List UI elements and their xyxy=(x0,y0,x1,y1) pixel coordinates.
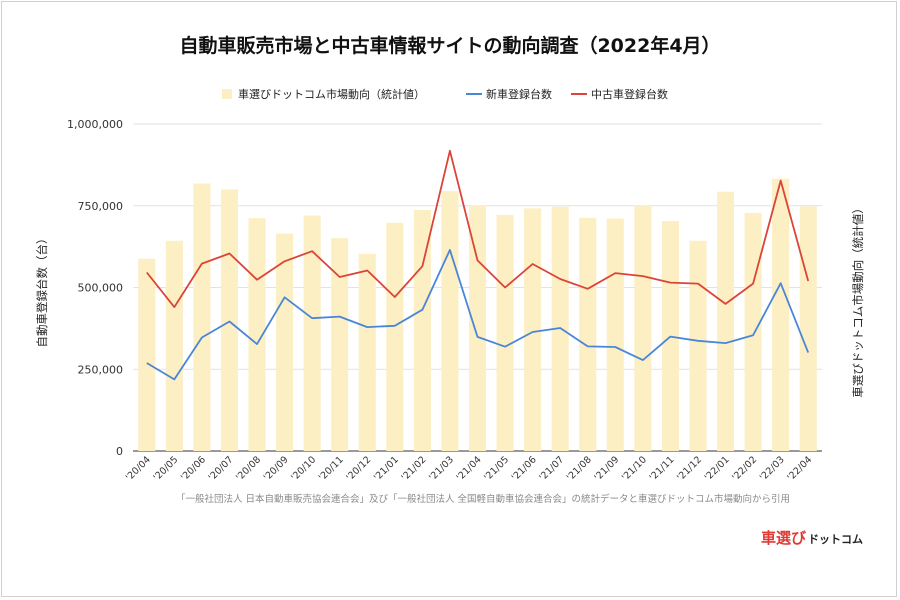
legend-swatch xyxy=(222,89,232,99)
x-tick-label: '22/02 xyxy=(730,454,759,483)
x-tick-label: '20/04 xyxy=(124,454,153,483)
bar xyxy=(524,208,542,451)
x-tick-label: '21/10 xyxy=(620,454,649,483)
legend: 車選びドットコム市場動向（統計値） 新車登録台数 中古車登録台数 xyxy=(222,87,668,101)
logo-sub-text: ドットコム xyxy=(808,533,863,546)
bar xyxy=(331,238,349,451)
bar xyxy=(138,258,156,451)
x-tick-label: '22/01 xyxy=(703,454,732,483)
bar-series xyxy=(138,178,817,451)
y-tick-label: 1,000,000 xyxy=(67,118,123,131)
legend-item: 新車登録台数 xyxy=(466,87,552,101)
legend-label: 新車登録台数 xyxy=(486,87,552,101)
x-tick-label: '20/05 xyxy=(151,454,180,483)
x-tick-label: '20/12 xyxy=(344,454,373,483)
series-line xyxy=(146,248,810,381)
x-tick-label: '21/04 xyxy=(455,454,484,483)
bar xyxy=(606,218,624,451)
bar xyxy=(579,217,597,451)
bar xyxy=(468,205,487,451)
x-tick-label: '21/07 xyxy=(537,454,566,483)
y-axis-ticks: 0 250,000 500,000 750,000 1,000,000 xyxy=(67,118,123,458)
bar xyxy=(193,183,211,451)
bar xyxy=(441,191,459,451)
x-tick-label: '22/03 xyxy=(758,454,787,483)
bar xyxy=(496,214,514,451)
x-tick-label: '21/09 xyxy=(592,454,621,483)
x-tick-label: '22/04 xyxy=(785,454,814,483)
chart-title: 自動車販売市場と中古車情報サイトの動向調査（2022年4月） xyxy=(179,34,720,57)
y-tick-label: 250,000 xyxy=(78,363,124,376)
series-line xyxy=(146,149,810,309)
x-tick-label: '21/11 xyxy=(648,454,677,483)
y-tick-label: 0 xyxy=(116,445,123,458)
bar xyxy=(689,240,707,451)
legend-label: 中古車登録台数 xyxy=(591,87,668,101)
x-axis-ticks: '20/04'20/05'20/06'20/07'20/08'20/09'20/… xyxy=(124,454,814,483)
x-tick-label: '21/08 xyxy=(565,454,594,483)
x-tick-label: '21/12 xyxy=(675,454,704,483)
x-tick-label: '20/09 xyxy=(262,454,291,483)
x-tick-label: '20/10 xyxy=(289,454,318,483)
x-tick-label: '21/06 xyxy=(510,454,539,483)
bar xyxy=(386,222,404,451)
bar xyxy=(716,191,735,451)
bar xyxy=(358,253,376,451)
bar xyxy=(772,178,790,451)
logo-main-text: 車選び xyxy=(761,529,806,547)
x-tick-label: '21/05 xyxy=(482,454,511,483)
y-axis-left-title: 自動車登録台数（台） xyxy=(35,233,49,348)
bar xyxy=(220,189,239,451)
bar xyxy=(799,206,817,451)
x-tick-label: '21/02 xyxy=(400,454,429,483)
bar xyxy=(303,215,321,451)
x-tick-label: '20/06 xyxy=(179,454,208,483)
x-tick-label: '21/01 xyxy=(372,454,401,483)
legend-label: 車選びドットコム市場動向（統計値） xyxy=(238,87,425,101)
legend-item: 中古車登録台数 xyxy=(571,87,668,101)
bar xyxy=(634,205,652,451)
x-tick-label: '20/08 xyxy=(234,454,263,483)
bar xyxy=(276,233,294,451)
y-tick-label: 750,000 xyxy=(78,200,124,213)
line-series xyxy=(146,149,810,381)
x-tick-label: '21/03 xyxy=(427,454,456,483)
legend-item: 車選びドットコム市場動向（統計値） xyxy=(222,87,425,101)
y-tick-label: 500,000 xyxy=(78,282,124,295)
source-footnote: 「一般社団法人 日本自動車販売協会連合会」及び「一般社団法人 全国軽自動車協会連… xyxy=(176,493,790,505)
y-axis-right-title: 車選びドットコム市場動向（統計値） xyxy=(851,202,865,398)
brand-logo: 車選び ドットコム xyxy=(761,529,863,547)
bar xyxy=(744,212,762,451)
x-tick-label: '20/11 xyxy=(317,454,346,483)
x-tick-label: '20/07 xyxy=(207,454,236,483)
bar xyxy=(413,210,431,451)
bar xyxy=(165,240,183,451)
